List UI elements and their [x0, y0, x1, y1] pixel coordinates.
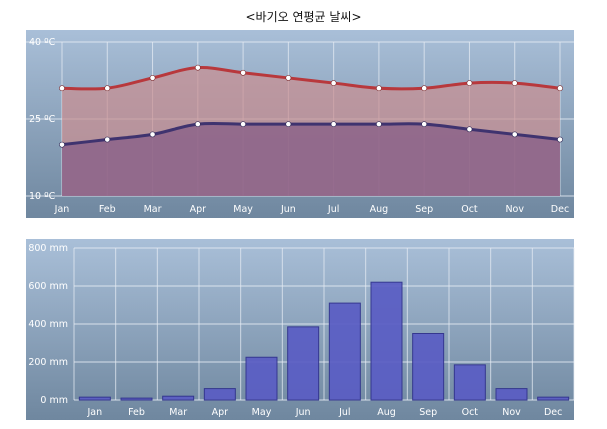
rainfall-bar: [162, 395, 195, 401]
high-temperature-point: [194, 64, 201, 71]
high-temperature-line: [61, 66, 561, 91]
x-tick-label: Mar: [144, 204, 162, 215]
x-tick-label: May: [233, 204, 253, 215]
y-tick-label: 40 ºC: [29, 37, 56, 48]
rainfall-bar: [245, 356, 278, 401]
x-tick-label: Feb: [99, 204, 116, 215]
x-tick-label: Aug: [370, 204, 389, 215]
x-tick-label: Apr: [212, 407, 229, 418]
low-temperature-point: [421, 121, 428, 128]
high-temperature-point: [104, 85, 111, 92]
x-tick-label: Dec: [544, 407, 562, 418]
rainfall-bar: [453, 364, 486, 401]
high-temperature-point: [421, 85, 428, 92]
low-temperature-point: [376, 121, 382, 128]
rainfall-bar: [287, 326, 320, 401]
high-temperature-point: [466, 80, 473, 86]
x-tick-label: Sep: [415, 204, 433, 215]
y-tick-label: 200 mm: [28, 357, 68, 368]
low-temperature-point: [330, 121, 337, 128]
rainfall-bar: [537, 396, 570, 401]
temperature-chart: 40 ºC 25 ºC 10 ºC Jan Feb Mar Apr May Jun Jul Aug S…: [26, 30, 574, 218]
low-temperature-point: [285, 121, 292, 128]
x-tick-label: Jun: [295, 407, 311, 418]
rainfall-chart: 800 mm 600 mm 400 mm 200 mm 0 mm Jan Feb Mar Apr…: [26, 239, 575, 420]
y-tick-label: 600 mm: [28, 281, 68, 292]
x-tick-label: Jan: [54, 204, 70, 215]
high-temperature-point: [376, 85, 382, 92]
rainfall-bar: [370, 281, 403, 401]
y-tick-label: 10 ºC: [29, 191, 56, 202]
x-tick-label: Jan: [87, 407, 103, 418]
low-temperature-point: [59, 141, 65, 148]
x-tick-label: Oct: [461, 204, 478, 215]
rainfall-bar: [203, 388, 236, 401]
x-tick-label: Jul: [327, 204, 339, 215]
rainfall-bar: [412, 333, 445, 401]
x-tick-label: Jul: [338, 407, 350, 418]
rainfall-bar: [328, 302, 361, 401]
low-temperature-point: [194, 121, 201, 128]
high-temperature-point: [285, 75, 292, 81]
low-temperature-point: [557, 136, 563, 143]
x-tick-label: Dec: [551, 204, 569, 215]
high-temperature-point: [59, 85, 65, 92]
high-temperature-point: [149, 75, 156, 81]
x-tick-label: May: [252, 407, 272, 418]
rainfall-bar: [495, 388, 528, 401]
high-temperature-point: [240, 69, 246, 76]
low-temperature-area: [62, 123, 560, 196]
high-temperature-point: [511, 80, 518, 86]
y-tick-label: 25 ºC: [29, 114, 56, 125]
rainfall-bar: [120, 397, 153, 401]
low-temperature-point: [149, 131, 156, 138]
low-temperature-point: [466, 126, 473, 133]
high-temperature-point: [330, 80, 337, 86]
y-tick-label: 0 mm: [40, 395, 68, 406]
low-temperature-point: [104, 136, 111, 143]
x-tick-label: Jun: [280, 204, 296, 215]
chart-title: <바기오 연평균 날씨>: [245, 10, 362, 24]
x-tick-label: Mar: [169, 407, 187, 418]
high-temperature-point: [557, 85, 563, 92]
low-temperature-point: [511, 131, 518, 138]
x-tick-label: Nov: [502, 407, 521, 418]
low-temperature-line: [61, 121, 561, 147]
y-tick-label: 400 mm: [28, 319, 68, 330]
x-tick-label: Nov: [505, 204, 524, 215]
x-tick-label: Sep: [419, 407, 437, 418]
x-tick-label: Oct: [462, 407, 479, 418]
x-tick-label: Aug: [377, 407, 396, 418]
y-tick-label: 800 mm: [28, 243, 68, 254]
x-tick-label: Feb: [128, 407, 145, 418]
rainfall-bar: [78, 396, 111, 401]
x-tick-label: Apr: [190, 204, 207, 215]
low-temperature-point: [240, 121, 246, 128]
